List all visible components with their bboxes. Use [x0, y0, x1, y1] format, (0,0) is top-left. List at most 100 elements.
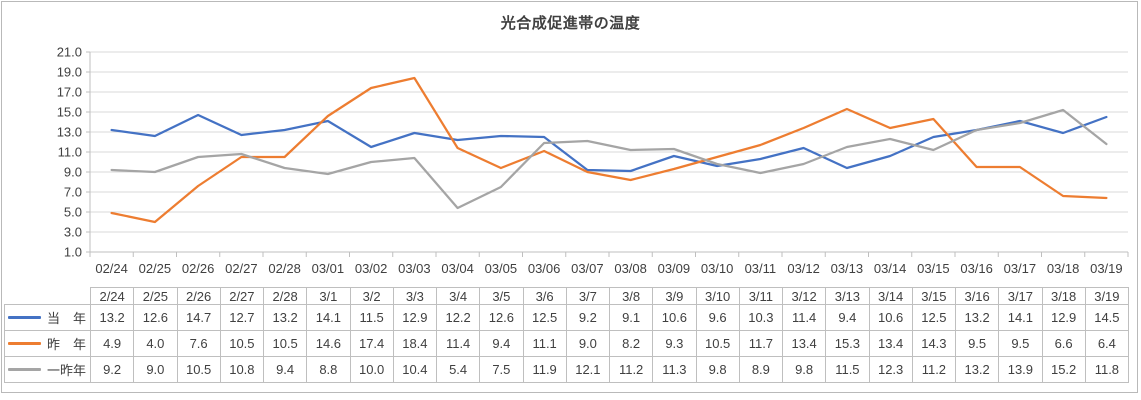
x-axis-tick-label: 03/11	[745, 261, 777, 276]
table-value-cell: 7.5	[479, 356, 524, 383]
table-date-header: 3/13	[825, 287, 870, 305]
table-value-cell: 8.8	[306, 356, 351, 383]
table-value-cell: 9.8	[695, 356, 740, 383]
table-date-header: 3/2	[349, 287, 394, 305]
table-value-cell: 13.2	[954, 304, 1000, 331]
table-date-header: 2/26	[176, 287, 221, 305]
table-value-cell: 9.4	[825, 304, 870, 331]
table-date-header: 3/3	[392, 287, 438, 305]
table-value-cell: 9.4	[479, 330, 524, 357]
legend-series-label: 当 年	[47, 311, 87, 326]
x-axis-tick-label: 03/13	[831, 261, 864, 276]
table-value-cell: 8.2	[608, 330, 654, 357]
table-value-cell: 12.5	[911, 304, 957, 331]
table-value-cell: 12.6	[479, 304, 524, 331]
legend-cell-1: 昨 年	[4, 330, 91, 357]
table-date-header: 3/9	[652, 287, 697, 305]
table-date-header: 3/12	[781, 287, 827, 305]
table-value-cell: 10.5	[176, 356, 221, 383]
table-date-header: 3/10	[695, 287, 740, 305]
table-value-cell: 12.7	[219, 304, 265, 331]
table-date-header: 2/28	[262, 287, 308, 305]
table-date-header: 3/8	[608, 287, 654, 305]
table-date-header: 3/7	[565, 287, 611, 305]
legend-key-line	[8, 368, 41, 371]
table-value-cell: 18.4	[392, 330, 438, 357]
table-value-cell: 10.0	[349, 356, 394, 383]
x-axis-tick-label: 02/25	[139, 261, 172, 276]
table-value-cell: 7.6	[176, 330, 221, 357]
table-value-cell: 5.4	[435, 356, 481, 383]
x-axis-tick-label: 03/06	[528, 261, 561, 276]
table-value-cell: 9.2	[89, 356, 135, 383]
table-date-header: 3/11	[738, 287, 784, 305]
table-value-cell: 9.2	[565, 304, 611, 331]
x-axis-tick-label: 03/05	[485, 261, 518, 276]
table-value-cell: 13.4	[868, 330, 913, 357]
legend-cell-0: 当 年	[4, 304, 91, 331]
table-value-cell: 11.9	[522, 356, 567, 383]
y-axis-tick-label: 3.0	[64, 225, 82, 240]
x-axis-tick-label: 03/01	[312, 261, 345, 276]
table-date-header: 3/15	[911, 287, 957, 305]
x-axis-tick-label: 03/16	[960, 261, 993, 276]
table-value-cell: 12.3	[868, 356, 913, 383]
x-axis-tick-label: 03/07	[571, 261, 604, 276]
table-value-cell: 12.5	[522, 304, 567, 331]
y-axis-tick-label: 15.0	[57, 105, 82, 120]
table-value-cell: 11.4	[435, 330, 481, 357]
table-value-cell: 10.6	[652, 304, 697, 331]
y-axis-tick-label: 21.0	[57, 45, 82, 60]
table-value-cell: 8.9	[738, 356, 784, 383]
table-value-cell: 9.3	[652, 330, 697, 357]
x-axis-tick-label: 03/03	[398, 261, 431, 276]
table-value-cell: 12.9	[1041, 304, 1086, 331]
table-value-cell: 11.5	[825, 356, 870, 383]
table-value-cell: 11.7	[738, 330, 784, 357]
series-polyline-0	[110, 113, 1108, 173]
table-value-cell: 11.5	[349, 304, 394, 331]
table-value-cell: 11.8	[1084, 356, 1130, 383]
table-value-cell: 12.2	[435, 304, 481, 331]
x-axis-tick-label: 03/08	[614, 261, 647, 276]
x-axis-tick-label: 03/12	[787, 261, 820, 276]
x-axis-tick-label: 02/28	[268, 261, 301, 276]
table-value-cell: 9.0	[133, 356, 178, 383]
y-axis-tick-label: 17.0	[57, 85, 82, 100]
table-value-cell: 14.3	[911, 330, 957, 357]
table-date-header: 3/16	[954, 287, 1000, 305]
y-axis-tick-label: 7.0	[64, 185, 82, 200]
table-date-header: 2/24	[89, 287, 135, 305]
table-date-header: 3/17	[998, 287, 1043, 305]
y-axis-tick-label: 5.0	[64, 205, 82, 220]
table-value-cell: 9.5	[998, 330, 1043, 357]
table-value-cell: 14.1	[998, 304, 1043, 331]
table-value-cell: 9.1	[608, 304, 654, 331]
table-value-cell: 15.2	[1041, 356, 1086, 383]
line-chart-plot-area: 21.0 19.0 17.0 15.0 13.0 11.0 9.0 7.0 5.0 3.0 1.0 0…	[57, 45, 1129, 276]
table-value-cell: 12.6	[133, 304, 178, 331]
x-axis-tick-label: 02/26	[182, 261, 215, 276]
table-value-cell: 6.6	[1041, 330, 1086, 357]
table-date-header: 3/18	[1041, 287, 1086, 305]
table-value-cell: 10.5	[695, 330, 740, 357]
table-value-cell: 9.4	[262, 356, 308, 383]
table-date-header: 3/14	[868, 287, 913, 305]
table-value-cell: 9.6	[695, 304, 740, 331]
table-value-cell: 9.5	[954, 330, 1000, 357]
x-axis-tick-label: 02/27	[225, 261, 258, 276]
y-axis-tick-label: 1.0	[64, 245, 82, 260]
table-value-cell: 11.4	[781, 304, 827, 331]
table-value-cell: 10.5	[219, 330, 265, 357]
chart-title: 光合成促進帯の温度	[500, 15, 641, 32]
table-date-header: 3/6	[522, 287, 567, 305]
table-date-header: 2/27	[219, 287, 265, 305]
x-axis-tick-label: 03/02	[355, 261, 388, 276]
y-axis-tick-label: 13.0	[57, 125, 82, 140]
table-date-header: 3/4	[435, 287, 481, 305]
table-value-cell: 4.0	[133, 330, 178, 357]
table-value-cell: 14.5	[1084, 304, 1130, 331]
table-value-cell: 15.3	[825, 330, 870, 357]
x-axis-tick-label: 02/24	[95, 261, 128, 276]
